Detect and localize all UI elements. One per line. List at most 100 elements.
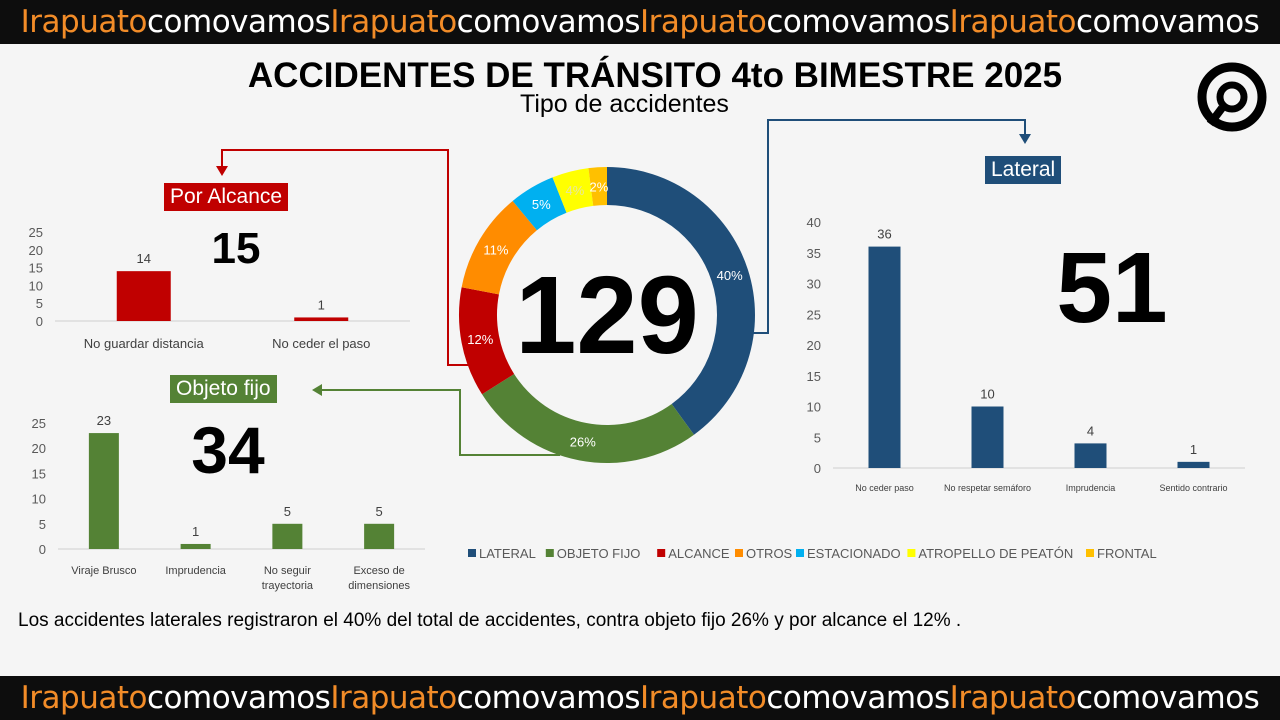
banner-brand-text: comovamos [766,680,950,716]
banner-brand-text: Irapuato [330,680,457,716]
legend-swatch [468,549,476,557]
objeto-fijo-connector [320,389,560,456]
bar [1177,461,1210,468]
alcance-connector [221,149,470,366]
y-tick-label: 15 [29,261,43,276]
infographic-area [0,44,1280,676]
arrow-icon [312,384,322,396]
banner-brand-text: Irapuato [640,4,767,40]
category-total: 15 [212,224,261,273]
bar-value-label: 1 [318,297,325,312]
y-tick-label: 10 [32,492,46,507]
y-tick-label: 35 [807,246,821,261]
y-tick-label: 0 [36,314,43,329]
y-tick-label: 25 [29,225,43,240]
y-tick-label: 20 [807,338,821,353]
x-category-label: Sentido contrario [1159,483,1227,493]
bar-value-label: 4 [1087,423,1094,438]
x-category-label: No ceder paso [855,483,914,493]
y-tick-label: 5 [39,517,46,532]
donut-slice-estacionado [512,177,567,231]
bar-value-label: 14 [137,251,151,266]
banner-brand-text: Irapuato [949,680,1077,716]
donut-data-label: 11% [483,242,508,257]
legend-label: OTROS [746,546,793,561]
donut-slice-objeto-fijo [482,373,694,464]
banner-brand-text: comovamos [1076,680,1260,716]
x-category-label: Exceso de [353,565,404,577]
x-category-label: No respetar semáforo [944,483,1031,493]
arrow-icon [216,166,228,176]
legend-swatch [796,549,804,557]
chart-subtitle: Tipo de accidentes [520,90,729,118]
legend-label: OBJETO FIJO [557,546,641,561]
banner-brand-text: comovamos [456,4,641,40]
logo-icon [1197,62,1267,132]
bar [971,406,1004,468]
x-category-label: Imprudencia [1066,483,1116,493]
legend-label: FRONTAL [1097,546,1157,561]
bar-value-label: 1 [1190,442,1197,457]
x-category-label: No ceder el paso [272,336,370,351]
legend-label: ALCANCE [668,546,730,561]
y-tick-label: 25 [807,307,821,322]
legend-swatch [907,549,916,557]
donut-slice-frontal [588,167,607,206]
banner-brand-text: Irapuato [640,680,767,716]
donut-data-label: 2% [590,179,609,194]
bar-value-label: 5 [376,504,383,519]
total-accidents: 129 [515,254,699,377]
legend-label: ESTACIONADO [807,546,901,561]
banner-brand-text: comovamos [456,680,641,716]
alcance-tag: Por Alcance [164,183,289,211]
y-tick-label: 10 [807,400,821,415]
x-category-label: dimensiones [348,580,410,592]
banner-brand-text: Irapuato [20,4,148,40]
bar [180,543,211,549]
summary-text: Los accidentes laterales registraron el … [18,610,962,631]
bar [1074,443,1107,468]
donut-data-label: 5% [532,197,551,212]
bar [364,523,395,549]
y-tick-label: 10 [29,278,43,293]
logo-icon [1216,81,1248,113]
y-tick-label: 0 [39,542,46,557]
y-tick-label: 5 [814,430,821,445]
logo-icon [1206,105,1226,127]
donut-data-label: 40% [717,268,743,283]
x-category-label: No seguir [264,565,311,577]
y-tick-label: 15 [32,466,46,481]
bar [294,317,349,321]
objeto-fijo-tag: Objeto fijo [170,375,277,403]
legend-label: ATROPELLO DE PEATÓN [918,546,1073,561]
donut-data-label: 4% [566,183,585,198]
bar-value-label: 23 [97,413,111,428]
banner-brand-text: Irapuato [330,4,457,40]
page-title: ACCIDENTES DE TRÁNSITO 4to BIMESTRE 2025 [247,56,1063,95]
lateral-tag: Lateral [985,156,1062,184]
donut-data-label: 26% [570,435,596,450]
bar [88,433,119,549]
y-tick-label: 15 [807,369,821,384]
banner-brand-text: comovamos [146,4,331,40]
donut-slice-lateral [607,167,755,435]
bar-value-label: 36 [877,227,891,242]
lateral-connector [752,119,1026,334]
bar [116,271,171,321]
legend-swatch [657,549,666,557]
y-tick-label: 5 [36,296,43,311]
legend-swatch [1086,549,1094,557]
category-total: 34 [191,413,265,487]
bar-value-label: 10 [980,387,994,402]
bar-value-label: 1 [192,524,199,539]
y-tick-label: 25 [32,416,46,431]
y-tick-label: 20 [32,441,46,456]
legend-swatch [545,549,554,557]
category-total: 51 [1056,232,1167,344]
donut-slice-alcance [459,287,515,395]
x-category-label: No guardar distancia [84,336,205,351]
x-category-label: trayectoria [262,580,314,592]
x-category-label: Imprudencia [165,565,226,577]
banner-brand-text: Irapuato [20,680,148,716]
